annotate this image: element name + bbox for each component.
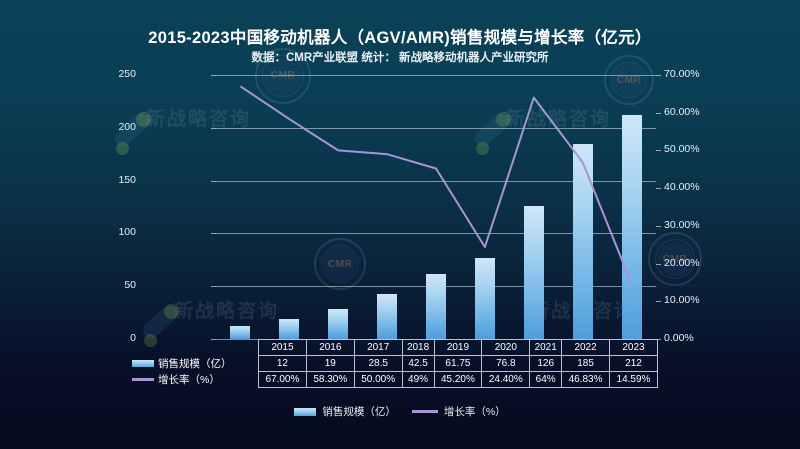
gridline	[216, 75, 656, 76]
y-tick-right: 60.00%	[664, 105, 700, 118]
bar-2019	[426, 273, 446, 339]
table-cell-sales-2016: 19	[305, 355, 355, 372]
table-rowlabel-sales: 销售规模（亿）	[130, 356, 259, 372]
table-cell-sales-2021: 126	[529, 355, 563, 372]
legend-item-line[interactable]: 增长率（%）	[411, 404, 506, 419]
table-cell-sales-2020: 76.8	[481, 355, 531, 372]
y-tick-left: 100	[118, 226, 136, 239]
gridline	[216, 180, 656, 182]
line-series	[239, 85, 633, 285]
table-cell-sales-2019: 61.75	[433, 355, 483, 372]
y-tick-right: 10.00%	[664, 294, 700, 307]
bar-2023	[621, 115, 642, 339]
table-cell-year-2017: 2017	[353, 339, 403, 356]
gridline	[216, 233, 656, 235]
table-cell-growth-2019: 45.20%	[433, 371, 483, 388]
bar-2022	[572, 143, 593, 339]
table-cell-growth-2018: 49%	[401, 371, 435, 388]
table-row-growth: 增长率（%） 67.00% 58.30% 50.00% 49% 45.20% 24.40%…	[130, 371, 658, 388]
y-tick-right: 0.00%	[664, 332, 694, 344]
bar-swatch-icon	[132, 359, 154, 367]
bar-2020	[474, 257, 495, 339]
table-cell-year-2023: 2023	[609, 339, 658, 356]
y-tickmark-left	[211, 286, 216, 288]
legend-bar-label: 销售规模（亿）	[322, 406, 396, 418]
table-cell-year-2020: 2020	[481, 339, 531, 356]
bar-2015	[230, 326, 251, 339]
table-row-years: 2015 2016 2017 2018 2019 2020 2021 2022 2023	[130, 339, 658, 356]
table-cell-year-2018: 2018	[401, 339, 435, 356]
y-tickmark-right	[656, 301, 661, 303]
y-tickmark-left	[211, 127, 216, 129]
table-cell-growth-2023: 14.59%	[609, 371, 658, 388]
y-tick-right: 40.00%	[664, 181, 700, 194]
y-tickmark-right	[656, 75, 661, 76]
line-swatch-icon	[132, 377, 154, 381]
chart-title: 2015-2023中国移动机器人（AGV/AMR)销售规模与增长率（亿元）	[148, 29, 652, 47]
table-cell-year-2019: 2019	[433, 339, 483, 356]
gridline	[216, 127, 656, 129]
table-cell-year-2016: 2016	[305, 339, 355, 356]
table-rowlabel-growth: 增长率（%）	[130, 372, 259, 388]
y-tickmark-right	[656, 112, 661, 114]
y-tickmark-left	[211, 233, 216, 235]
y-tick-left: 200	[118, 120, 136, 133]
table-cell-growth-2015: 67.00%	[258, 371, 307, 388]
table-cell-year-2021: 2021	[529, 339, 563, 356]
table-cell-sales-2022: 185	[561, 355, 610, 372]
y-tick-right: 30.00%	[664, 218, 700, 231]
y-tickmark-left	[211, 339, 216, 340]
table-rowlabel-growth-text: 增长率（%）	[158, 374, 220, 386]
table-cell-sales-2018: 42.5	[401, 355, 435, 372]
table-cell-growth-2017: 50.00%	[353, 371, 403, 388]
y-tickmark-right	[656, 188, 661, 190]
y-tick-left: 250	[118, 68, 136, 80]
y-tick-right: 20.00%	[664, 256, 700, 269]
table-cell-growth-2020: 24.40%	[481, 371, 531, 388]
legend-item-bar[interactable]: 销售规模（亿）	[294, 404, 396, 419]
y-tickmark-right	[656, 225, 661, 227]
y-tick-left: 150	[118, 173, 136, 186]
table-cell-year-2015: 2015	[258, 339, 307, 356]
legend-line-icon	[411, 410, 438, 413]
table-rowlabel-sales-text: 销售规模（亿）	[158, 358, 232, 370]
table-cell-growth-2022: 46.83%	[561, 371, 610, 388]
table-cell-sales-2023: 212	[609, 355, 658, 372]
bar-2016	[279, 318, 300, 339]
table-cell-year-2022: 2022	[561, 339, 610, 356]
y-tick-left: 50	[124, 279, 136, 292]
legend: 销售规模（亿） 增长率（%）	[0, 404, 800, 419]
table-cell-growth-2016: 58.30%	[305, 371, 355, 388]
growth-line	[239, 85, 633, 285]
y-tickmark-left	[211, 180, 216, 182]
y-tickmark-right	[656, 150, 661, 152]
table-cell-growth-2021: 64%	[529, 371, 563, 388]
y-tickmark-right	[656, 263, 661, 265]
bar-2018	[377, 294, 398, 339]
table-cell-sales-2017: 28.5	[353, 355, 403, 372]
table-row-sales: 销售规模（亿） 12 19 28.5 42.5 61.75 76.8 126 185 212	[130, 355, 658, 372]
legend-bar-icon	[294, 407, 317, 416]
chart-subtitle: 数据：CMR产业联盟 统计： 新战略移动机器人产业研究所	[251, 52, 549, 64]
bar-2021	[523, 205, 544, 339]
y-tick-right: 70.00%	[664, 68, 700, 80]
y-tick-right: 50.00%	[664, 143, 700, 156]
data-table: 2015 2016 2017 2018 2019 2020 2021 2022 2023 销售规…	[130, 339, 658, 388]
legend-line-label: 增长率（%）	[443, 406, 506, 418]
table-corner-cell	[130, 340, 259, 356]
table-cell-sales-2015: 12	[258, 355, 307, 372]
y-tickmark-right	[656, 339, 661, 340]
plot-area	[216, 75, 656, 340]
y-tickmark-left	[211, 75, 216, 76]
y-tick-left: 0	[130, 332, 136, 344]
bar-2017	[328, 308, 349, 339]
